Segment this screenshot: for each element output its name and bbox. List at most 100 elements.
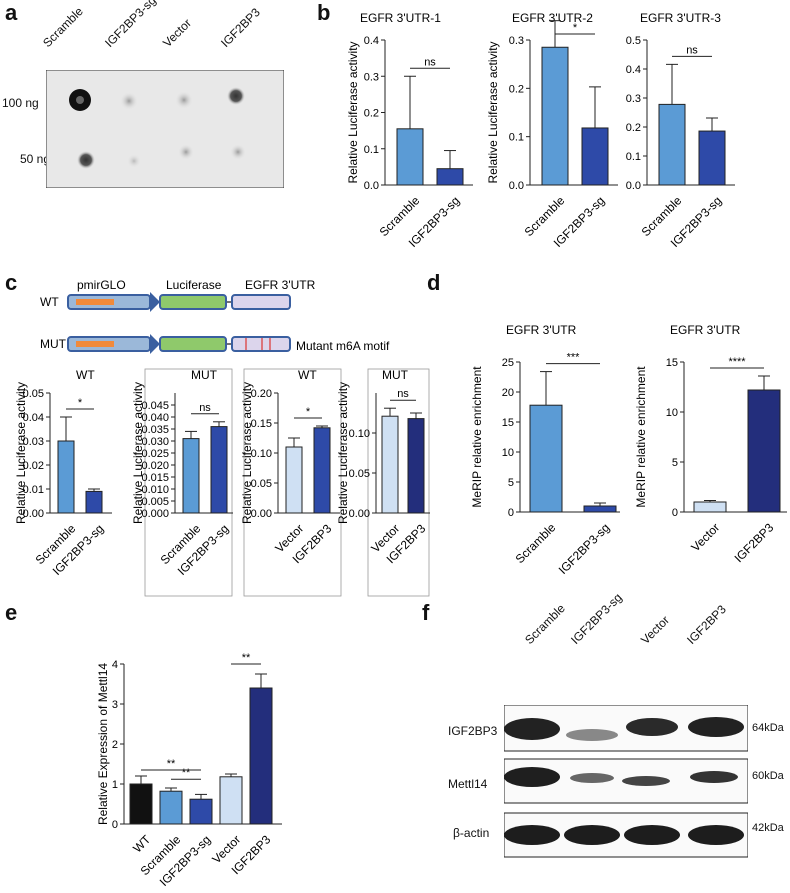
bar [189, 798, 213, 825]
y-tick-label: 2 [112, 739, 118, 751]
x-category-label: Scramble [513, 520, 559, 566]
x-category-label: IGF2BP3 [732, 520, 777, 565]
significance-label: ns [397, 388, 409, 400]
bar [541, 46, 569, 186]
y-axis-label: Relative Luciferase activity [338, 382, 350, 524]
y-axis-label: Relative Luciferase activity [131, 382, 145, 524]
y-tick-label: 0.04 [23, 412, 44, 424]
y-tick-label: 10 [666, 407, 678, 419]
significance-label: ** [182, 767, 191, 779]
y-tick-label: 0.01 [23, 484, 44, 496]
chart-merip-ov: EGFR 3'UTR MeRIP relative enrichment 0 5 10 1… [634, 323, 787, 565]
bar [182, 438, 200, 514]
y-tick-label: 0.015 [141, 472, 169, 484]
construct-diagram: pmirGLO Luciferase EGFR 3'UTR WT MUT Mut… [40, 278, 390, 354]
y-tick-label: 0.05 [251, 478, 272, 490]
wb-lane-label: IGF2BP3 [684, 602, 729, 647]
chart-title: EGFR 3'UTR-1 [360, 11, 441, 25]
chart-merip-sg: EGFR 3'UTR MeRIP relative enrichment 0 5 10 1… [470, 323, 620, 577]
y-tick-label: 0.4 [626, 64, 641, 76]
wb-size-label: 42kDa [752, 822, 784, 834]
panel-label-b: b [317, 0, 331, 25]
y-tick-label: 0.045 [141, 400, 169, 412]
y-tick-label: 0.1 [509, 132, 524, 144]
y-tick-label: 0.10 [251, 448, 272, 460]
panel-label-e: e [5, 600, 18, 625]
dot-lane-label: Vector [160, 16, 195, 50]
y-tick-label: 10 [502, 447, 514, 459]
significance-label: * [573, 22, 578, 34]
y-tick-label: 0.00 [349, 508, 370, 520]
panel-frame [144, 368, 233, 597]
bar [747, 389, 781, 513]
mutant-motif-label: Mutant m6A motif [296, 339, 390, 353]
y-tick-label: 4 [112, 659, 118, 671]
y-tick-label: 0.030 [141, 436, 169, 448]
dot-lane-label: Scramble [40, 4, 86, 51]
luciferase-label: Luciferase [166, 278, 222, 292]
wb-lane-label: Scramble [522, 601, 568, 647]
y-tick-label: 0.10 [349, 428, 370, 440]
y-tick-label: 0.02 [23, 460, 44, 472]
panel-frame [367, 368, 430, 597]
bar [85, 490, 103, 514]
y-tick-label: 3 [112, 699, 118, 711]
y-tick-label: 0.5 [626, 35, 641, 47]
bar [219, 776, 243, 825]
bar [57, 440, 75, 514]
y-tick-label: 0.0 [626, 180, 641, 192]
y-tick-label: 5 [672, 457, 678, 469]
y-tick-label: 0.000 [141, 508, 169, 520]
y-axis-label: Relative Luciferase activity [346, 41, 360, 183]
chart-title: EGFR 3'UTR-2 [512, 11, 593, 25]
y-tick-label: 5 [508, 477, 514, 489]
y-tick-label: 0.010 [141, 484, 169, 496]
panel-label-f: f [422, 600, 430, 625]
panel-label-c: c [5, 270, 18, 295]
chart-title: MUT [191, 368, 218, 382]
pmirglo-label: pmirGLO [77, 278, 126, 292]
significance-label: * [78, 397, 83, 409]
chart-egfr-utr3: EGFR 3'UTR-30.00.10.20.30.40.5ScrambleIG… [626, 11, 735, 250]
x-category-label: Vector [688, 520, 722, 554]
wb-row-label: IGF2BP3 [448, 724, 498, 738]
y-tick-label: 0 [508, 507, 514, 519]
y-tick-label: 15 [502, 417, 514, 429]
significance-label: **** [728, 356, 746, 368]
chart-title: MUT [382, 368, 409, 382]
bar [581, 127, 609, 186]
bar [381, 415, 399, 514]
bar [693, 501, 727, 513]
bar [285, 446, 303, 514]
y-tick-label: 0.040 [141, 412, 169, 424]
significance-label: ** [242, 652, 251, 664]
y-axis-label: Relative Luciferase activity [240, 382, 254, 524]
chart-mut-sg: MUT Relative Luciferase activity0.0000.00… [131, 368, 233, 597]
wb-lane-label: Vector [638, 613, 673, 647]
bar [396, 128, 424, 186]
panel-frame [243, 368, 342, 597]
y-tick-label: 0.05 [349, 468, 370, 480]
wb-row-label: Mettl14 [448, 777, 488, 791]
dot-row-label: 100 ng [2, 96, 39, 110]
y-tick-label: 0.005 [141, 496, 169, 508]
chart-mettl14-expression: Relative Expression of Mettl14 01234WTScr… [96, 652, 282, 889]
y-tick-label: 0.20 [251, 388, 272, 400]
chart-title: WT [76, 368, 95, 382]
bar [313, 427, 331, 514]
y-tick-label: 0.035 [141, 424, 169, 436]
x-category-label: WT [130, 832, 154, 856]
chart-title: EGFR 3'UTR [506, 323, 577, 337]
significance-label: ns [199, 402, 211, 414]
y-tick-label: 0.2 [509, 83, 524, 95]
dot-lane-label: IGF2BP3 [218, 5, 263, 50]
bar [129, 783, 153, 825]
y-tick-label: 0.00 [23, 508, 44, 520]
y-axis-label: MeRIP relative enrichment [470, 366, 484, 508]
y-tick-label: 0 [672, 507, 678, 519]
x-category-label: IGF2BP3-sg [556, 520, 613, 577]
dot-lane-label: IGF2BP3-sg [102, 0, 159, 51]
panel-label-d: d [427, 270, 441, 295]
